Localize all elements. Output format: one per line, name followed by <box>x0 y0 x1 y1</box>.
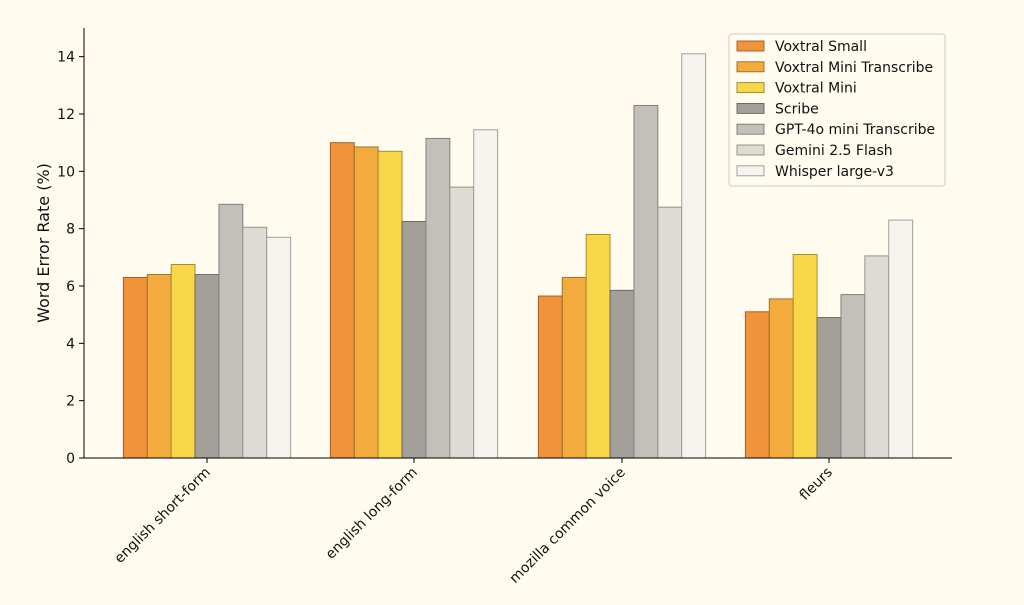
legend-label: Gemini 2.5 Flash <box>775 143 893 159</box>
x-tick-label: fleurs <box>797 465 836 504</box>
bar <box>194 274 220 459</box>
bar <box>146 274 172 459</box>
bar <box>537 295 563 459</box>
bar <box>449 186 475 459</box>
y-tick-label: 10 <box>57 164 75 180</box>
legend-swatch <box>736 144 765 156</box>
bar <box>657 206 683 459</box>
bar <box>377 150 403 459</box>
legend-label: Voxtral Mini <box>775 81 857 97</box>
y-tick-label: 2 <box>66 394 75 410</box>
x-tick-label: english long-form <box>323 465 421 563</box>
y-tick-label: 8 <box>66 222 75 238</box>
legend-label: Voxtral Mini Transcribe <box>775 60 933 76</box>
bar <box>633 104 659 459</box>
bar <box>122 276 148 459</box>
bar <box>609 289 635 459</box>
bar <box>401 221 427 459</box>
legend: Voxtral Small Voxtral Mini Transcribe Voxt… <box>728 33 946 187</box>
bar <box>561 276 587 459</box>
x-tick-label: mozilla common voice <box>507 465 629 587</box>
bar <box>218 203 244 459</box>
y-tick-label: 14 <box>57 50 75 66</box>
bar <box>792 254 818 459</box>
legend-frame <box>728 33 946 187</box>
legend-swatch <box>736 82 765 94</box>
x-tick-label: english short-form <box>112 465 214 567</box>
bar <box>266 236 292 459</box>
legend-label: Scribe <box>775 101 819 117</box>
legend-swatch <box>736 165 765 177</box>
bar <box>473 129 499 459</box>
bar <box>353 146 379 459</box>
bar <box>425 137 451 459</box>
bar <box>840 294 866 459</box>
legend-swatch <box>736 102 765 114</box>
bar <box>744 311 770 459</box>
y-tick-label: 4 <box>66 336 75 352</box>
bar <box>242 226 268 459</box>
legend-swatch <box>736 40 765 52</box>
legend-swatch <box>736 61 765 73</box>
bar <box>816 317 842 459</box>
legend-label: Whisper large-v3 <box>775 164 894 180</box>
legend-label: GPT-4o mini Transcribe <box>775 122 935 138</box>
bar <box>681 53 707 459</box>
y-tick-label: 6 <box>66 279 75 295</box>
y-axis-label: Word Error Rate (%) <box>34 163 53 323</box>
y-ticks: 0 2 4 6 8 10 12 14 <box>57 50 84 467</box>
bar <box>585 233 611 459</box>
bars-layer <box>122 53 914 459</box>
bar <box>864 255 890 459</box>
y-tick-label: 12 <box>57 107 75 123</box>
bar <box>329 142 355 459</box>
x-ticks: english short-form english long-form mozil… <box>112 458 836 587</box>
bar <box>170 264 196 459</box>
y-tick-label: 0 <box>66 451 75 467</box>
bar <box>888 219 914 459</box>
legend-label: Voxtral Small <box>775 39 867 55</box>
bar <box>768 298 794 459</box>
legend-swatch <box>736 123 765 135</box>
